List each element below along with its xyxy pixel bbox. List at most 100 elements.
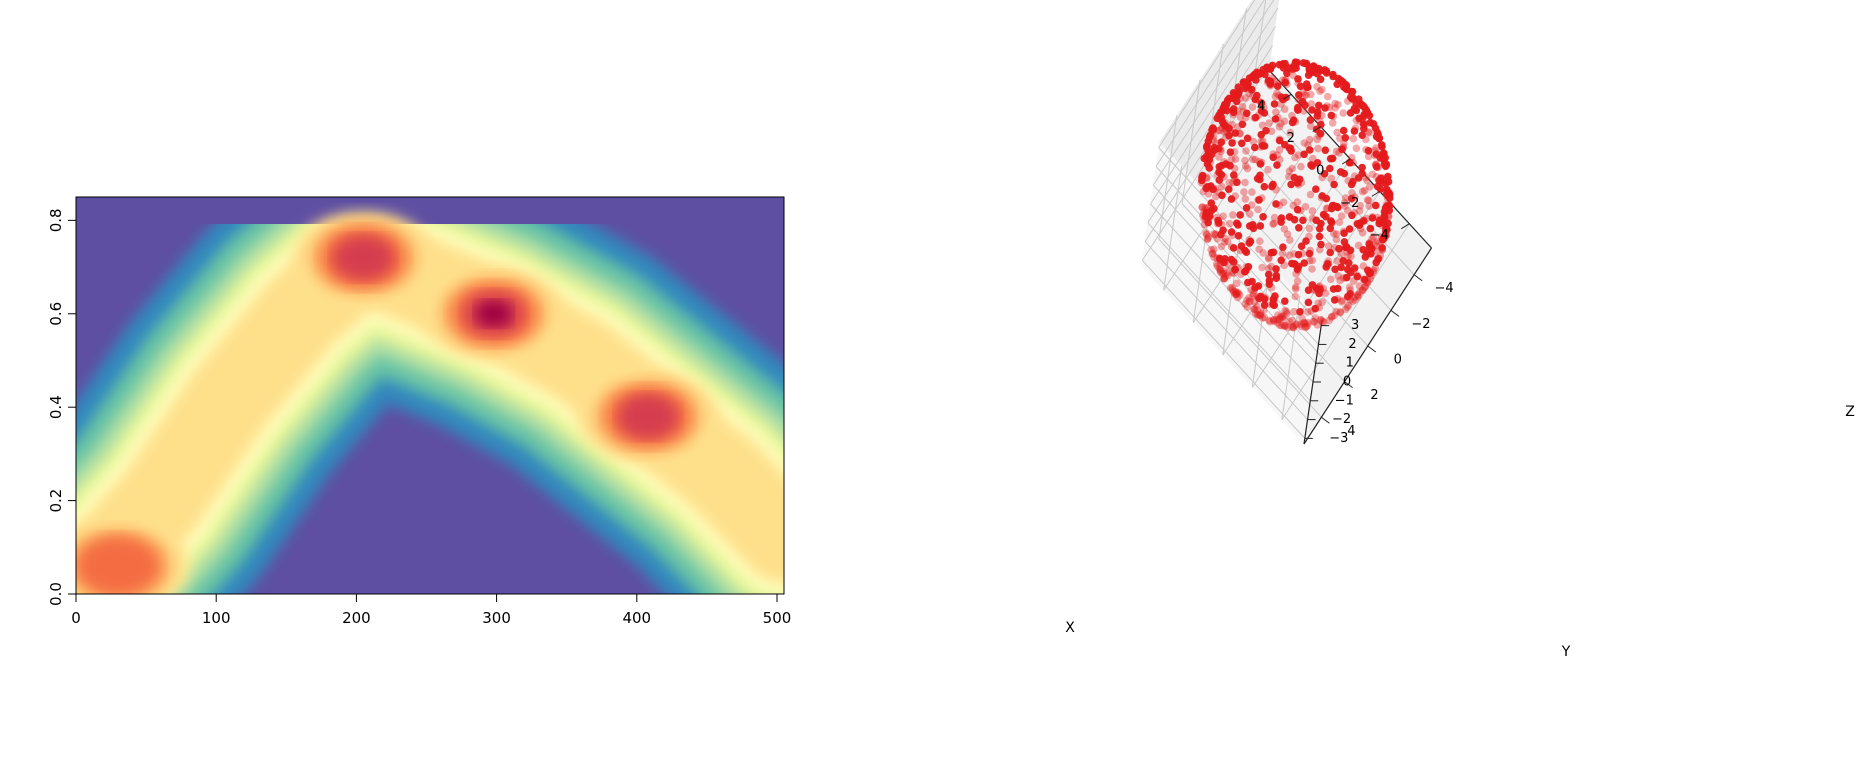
scatter-point bbox=[1369, 232, 1378, 241]
scatter-point bbox=[1326, 164, 1334, 173]
scatter-point bbox=[1304, 319, 1312, 327]
scatter-point bbox=[1217, 138, 1226, 146]
scatter-point bbox=[1218, 191, 1226, 200]
scatter-point bbox=[1260, 182, 1269, 191]
scatter-point bbox=[1300, 150, 1308, 159]
y-tick-label-mark bbox=[1344, 381, 1353, 389]
scatter-point bbox=[1373, 182, 1382, 191]
scatter-point bbox=[1249, 155, 1257, 164]
scatter-point bbox=[1302, 322, 1310, 331]
scatter-point bbox=[1307, 122, 1315, 130]
wall-gridline bbox=[1155, 0, 1265, 167]
scatter-point bbox=[1273, 315, 1281, 324]
scatter-point bbox=[1359, 286, 1367, 295]
z-tick-label: 3 bbox=[1351, 318, 1359, 333]
scatter-point bbox=[1320, 66, 1329, 75]
scatter-point bbox=[1353, 290, 1362, 299]
x-tick-label-mark bbox=[1401, 223, 1410, 230]
scatter-point bbox=[1282, 321, 1290, 330]
scatter-point bbox=[1322, 263, 1330, 271]
scatter-point bbox=[1232, 289, 1241, 297]
y-tick-label: −2 bbox=[1411, 317, 1430, 332]
scatter-point bbox=[1249, 292, 1257, 300]
scatter-point bbox=[1294, 75, 1302, 83]
scatter-point bbox=[1317, 315, 1325, 324]
scatter-point bbox=[1311, 304, 1319, 313]
scatter-point bbox=[1280, 105, 1289, 113]
scatter-point bbox=[1277, 312, 1285, 321]
wall-gridline bbox=[1147, 222, 1311, 402]
scatter-point bbox=[1343, 273, 1351, 282]
scatter-point bbox=[1243, 164, 1252, 173]
scatter-point bbox=[1204, 233, 1213, 241]
scatter-point bbox=[1219, 267, 1228, 276]
scatter-point bbox=[1347, 180, 1356, 189]
scatter-point bbox=[1229, 286, 1237, 294]
wall-gridline bbox=[1158, 0, 1256, 148]
scatter-point bbox=[1241, 94, 1250, 102]
wall-gridline bbox=[1141, 260, 1306, 439]
x-tick-label: 400 bbox=[622, 609, 651, 627]
scatter-point bbox=[1215, 144, 1223, 153]
scatter-point bbox=[1289, 322, 1298, 331]
scatter-point bbox=[1336, 276, 1344, 285]
scatter-point bbox=[1253, 306, 1261, 314]
scatter-point bbox=[1255, 311, 1264, 319]
scatter-point bbox=[1227, 195, 1236, 203]
scatter-point bbox=[1266, 317, 1274, 326]
y-tick-label-mark bbox=[1321, 416, 1330, 424]
scatter-point bbox=[1208, 250, 1217, 258]
scatter-point bbox=[1225, 178, 1233, 187]
scatter-point bbox=[1251, 113, 1260, 122]
scatter-point bbox=[1269, 316, 1278, 324]
scatter-point bbox=[1217, 182, 1226, 191]
scatter-point bbox=[1337, 212, 1346, 220]
scatter-point bbox=[1260, 142, 1269, 150]
scatter-point bbox=[1241, 300, 1249, 308]
density-peak bbox=[578, 370, 719, 463]
scatter-point bbox=[1288, 164, 1297, 173]
scatter-point bbox=[1333, 128, 1341, 137]
scatter-point bbox=[1303, 308, 1312, 316]
scatter-point bbox=[1241, 195, 1250, 203]
scatter-point bbox=[1281, 306, 1289, 315]
x-tick-label: 100 bbox=[202, 609, 231, 627]
scatter-point bbox=[1347, 252, 1355, 261]
scatter-point bbox=[1321, 104, 1329, 112]
x-tick-label: −2 bbox=[1340, 196, 1359, 211]
scatter-point bbox=[1313, 112, 1322, 120]
scatter-point bbox=[1353, 291, 1362, 300]
scatter-point bbox=[1198, 203, 1207, 212]
scatter-point bbox=[1276, 314, 1285, 322]
scatter-point bbox=[1365, 129, 1374, 137]
peak-ring bbox=[76, 535, 161, 594]
scatter-point bbox=[1204, 218, 1212, 227]
scatter-point bbox=[1227, 228, 1236, 236]
scatter-point bbox=[1208, 249, 1217, 257]
scatter-point bbox=[1308, 207, 1317, 215]
scatter-point bbox=[1318, 298, 1326, 306]
scatter-point bbox=[1306, 190, 1315, 199]
scatter-point bbox=[1219, 226, 1227, 235]
scatter-point bbox=[1253, 311, 1262, 319]
scatter-point bbox=[1363, 266, 1372, 275]
scatter-point bbox=[1373, 128, 1381, 136]
wall-gridline bbox=[1152, 0, 1275, 186]
scatter-point bbox=[1322, 212, 1330, 221]
scatter-point bbox=[1305, 249, 1314, 258]
scatter-point bbox=[1277, 218, 1285, 226]
scatter-point bbox=[1290, 307, 1298, 316]
scatter-point bbox=[1217, 242, 1226, 251]
scatter-point bbox=[1206, 212, 1214, 220]
scatter-point bbox=[1228, 139, 1236, 147]
scatter-point bbox=[1287, 147, 1295, 155]
scatter-point bbox=[1294, 250, 1303, 259]
density-peak bbox=[293, 211, 434, 304]
scatter-point bbox=[1306, 116, 1315, 124]
scatter-point bbox=[1339, 109, 1347, 117]
scatter-point bbox=[1295, 224, 1303, 232]
scatter-point bbox=[1304, 298, 1313, 307]
scatter-point bbox=[1251, 309, 1260, 317]
scatter-point bbox=[1229, 288, 1238, 296]
